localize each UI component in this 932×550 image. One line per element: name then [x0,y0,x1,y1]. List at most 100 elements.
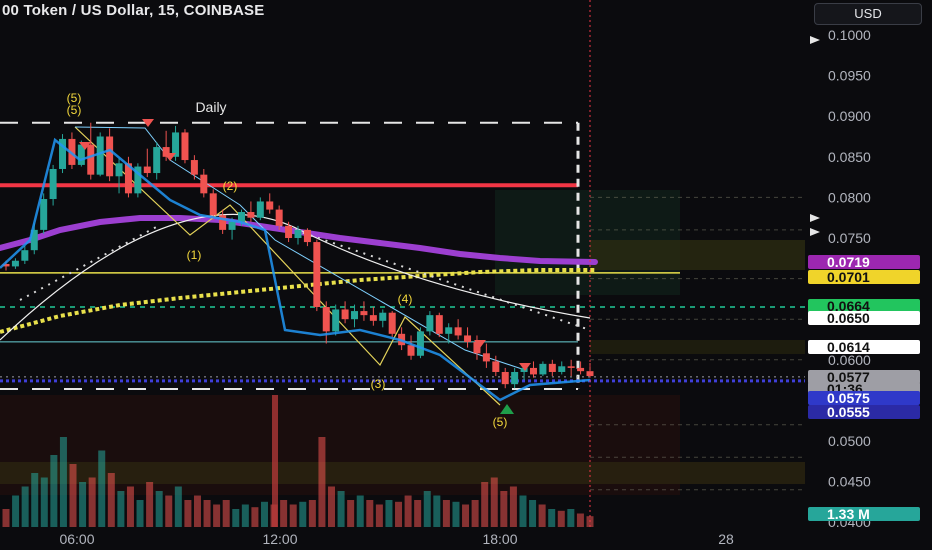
volume-bar [299,501,307,527]
purple-moving-average [0,215,598,265]
candle-body [181,132,189,161]
volume-bar [213,504,221,527]
candle-body [426,315,434,332]
y-tick-label: 0.0500 [828,433,871,449]
volume-bar [519,495,527,527]
volume-bar [98,450,106,527]
candle-body [332,309,340,332]
volume-bar [40,477,48,527]
candle-body [219,215,227,230]
volume-bar [2,509,10,527]
price-label-text: 0.0719 [827,254,870,270]
volume-bar [375,504,383,527]
price-label-text: 0.0650 [827,310,870,326]
price-label-pill [808,391,920,405]
price-label-pill [808,405,920,419]
candle-body [275,209,283,226]
candle-body [40,199,48,230]
volume-bar [337,491,345,527]
volume-bar [557,510,565,527]
candle-body [77,144,85,165]
volume-bar [155,491,163,527]
y-tick-label: 0.0950 [828,68,871,84]
candle-body [200,174,208,194]
candle-body [303,229,311,243]
volume-bar [12,495,20,527]
volume-bar [280,500,288,527]
candle-body [464,335,472,342]
price-label-pill [808,340,920,354]
volume-bar [442,500,450,527]
volume-bar [576,513,584,527]
candle-body [143,166,151,174]
candle-body [285,225,293,238]
volume-bar [509,486,517,527]
volume-bar [462,504,470,527]
x-tick-label: 12:00 [262,531,297,547]
volume-bar [395,501,403,527]
candle-body [294,229,302,238]
candle-body [96,136,104,175]
candle-body [539,363,547,375]
candle-body [360,311,368,316]
volume-bar [232,509,240,527]
x-tick-label: 28 [718,531,734,547]
volume-bar [414,500,422,527]
fan-line-right [279,224,591,331]
time-axis-panel [0,527,805,550]
candle-body [11,260,19,267]
volume-bar [356,495,364,527]
x-tick-label: 06:00 [59,531,94,547]
candle-body [59,138,67,169]
volume-bar [452,501,460,527]
price-label-pill [808,507,920,521]
candle-body [379,312,387,321]
price-label-text: 0.0701 [827,269,870,285]
volume-bar [107,473,115,527]
volume-bar [203,500,211,527]
volume-bar [423,491,431,527]
mid-zone-right [590,340,805,354]
candle-body [209,193,217,216]
currency-selector-button[interactable]: USD [814,3,922,25]
price-label-text: 0.0555 [827,404,870,420]
candle-body [511,371,519,385]
axis-marker-icon [810,228,820,236]
volume-bar [567,509,575,527]
candle-body [445,327,453,334]
sell-arrow-icon [519,363,531,371]
price-overlay-line [0,137,591,402]
price-label-text: 0.0575 [827,390,870,406]
candle-body [247,212,255,218]
volume-bar [59,437,67,527]
volume-bar [500,491,508,527]
chart-title: 00 Token / US Dollar, 15, COINBASE [2,2,265,19]
candle-body [482,353,490,362]
candle-body [416,331,424,356]
volume-bar [21,486,29,527]
lower-zone [0,462,805,484]
candle-body [567,366,575,368]
daily-label: Daily [195,99,226,115]
candle-body [473,341,481,354]
volume-bar [328,486,336,527]
price-label-text: 0.0577 [827,369,870,385]
wave-label: (2) [223,179,238,193]
volume-spike-bar [272,395,278,527]
candle-body [21,250,29,261]
volume-bar [404,495,412,527]
candle-body [134,166,142,194]
volume-bar [222,500,230,527]
candle-body [162,147,170,157]
candle-body [454,327,462,336]
candle-body [388,312,396,334]
candle-body [369,315,377,321]
candle-body [501,371,509,385]
candle-body [266,201,274,210]
volume-bar [385,500,393,527]
candle-body [115,163,123,177]
volume-bar [88,477,96,527]
volume-bar [146,482,154,527]
candle-body [548,363,556,372]
